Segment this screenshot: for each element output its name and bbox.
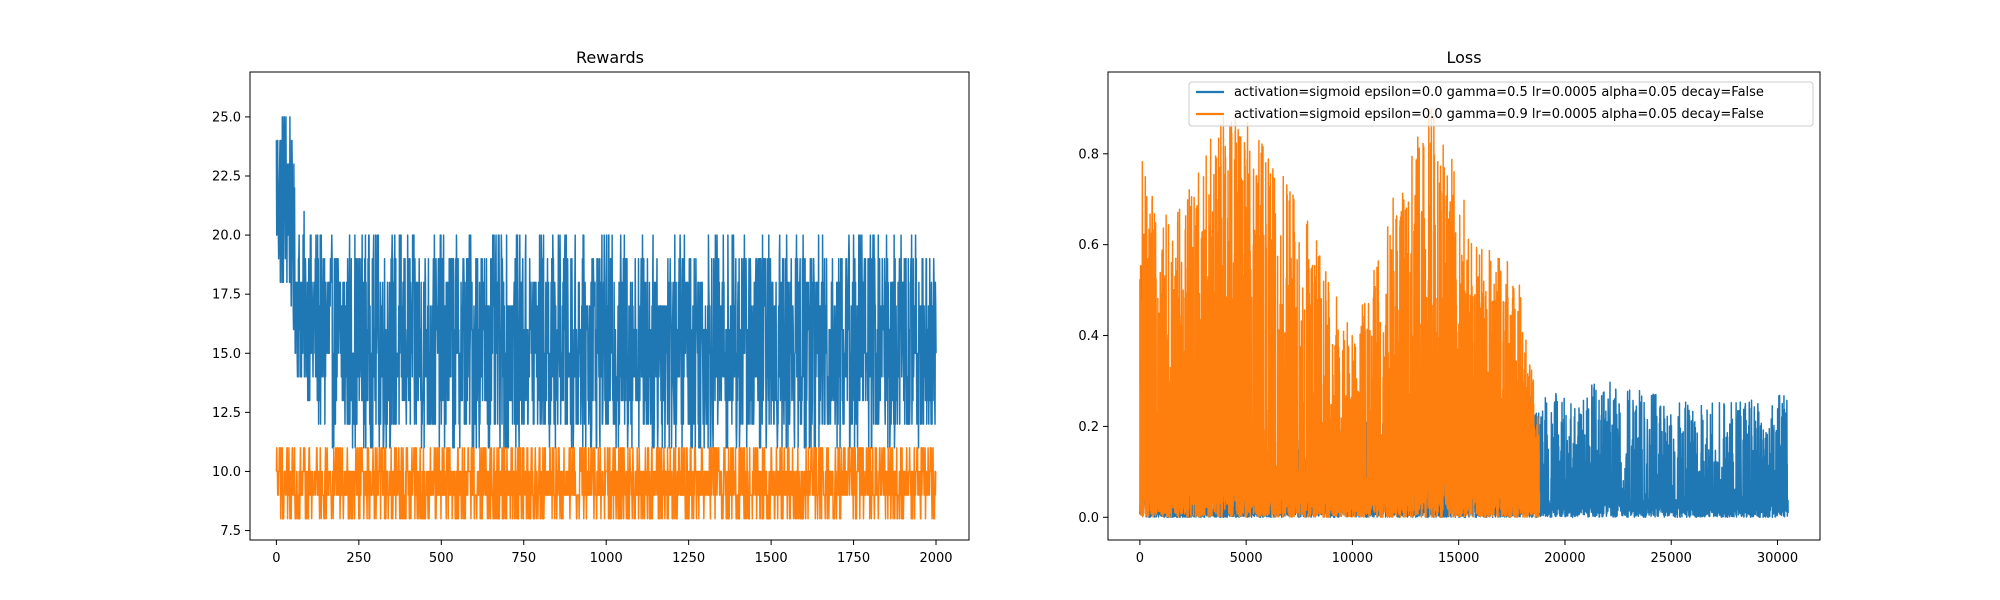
rewards-axes-frame	[249, 71, 970, 541]
y-tick-label: 0.4	[1078, 329, 1099, 344]
x-tick-label: 250	[346, 551, 371, 566]
legend-series-1-label: activation=sigmoid epsilon=0.0 gamma=0.5…	[1234, 85, 1764, 100]
y-tick-label: 0.0	[1078, 511, 1099, 526]
x-tick-label: 750	[511, 551, 536, 566]
loss-ticks: 0 5000 10000 15000 20000 25000 30000 0.0 0.2 0.4 0…	[1078, 147, 1798, 566]
loss-title: Loss	[1446, 48, 1481, 67]
y-tick-label: 15.0	[212, 347, 241, 362]
loss-plot-area	[1139, 107, 1789, 519]
y-tick-label: 25.0	[212, 110, 241, 125]
x-tick-label: 10000	[1332, 551, 1373, 566]
x-tick-label: 0	[1136, 551, 1144, 566]
y-tick-label: 7.5	[220, 524, 241, 539]
x-tick-label: 2000	[919, 551, 952, 566]
x-tick-label: 15000	[1438, 551, 1479, 566]
loss-axes-frame	[1107, 71, 1821, 541]
loss-legend: activation=sigmoid epsilon=0.0 gamma=0.5…	[1188, 81, 1814, 127]
rewards-series-2-line	[275, 447, 937, 520]
rewards-axes: Rewards 0 250 500 750 1000 1250 1500 1750 2000 7.…	[212, 48, 970, 566]
rewards-title: Rewards	[576, 48, 644, 67]
loss-axes: Loss 0 5000 10000 15000 20000 25000 30000 0.0 0.…	[1078, 48, 1821, 566]
x-tick-label: 0	[272, 551, 280, 566]
legend-box	[1188, 81, 1814, 127]
rewards-ticks: 0 250 500 750 1000 1250 1500 1750 2000 7.5 10.0 12.…	[212, 110, 953, 566]
rewards-series-1-line	[275, 116, 937, 449]
rewards-plot-area	[275, 116, 937, 520]
loss-series-2-line	[1139, 107, 1541, 519]
x-tick-label: 1750	[837, 551, 870, 566]
x-tick-label: 25000	[1651, 551, 1692, 566]
x-tick-label: 1000	[590, 551, 623, 566]
x-tick-label: 30000	[1757, 551, 1798, 566]
y-tick-label: 12.5	[212, 406, 241, 421]
y-tick-label: 0.6	[1078, 238, 1099, 253]
y-tick-label: 22.5	[212, 170, 241, 185]
y-tick-label: 20.0	[212, 229, 241, 244]
y-tick-label: 17.5	[212, 288, 241, 303]
x-tick-label: 1500	[755, 551, 788, 566]
legend-series-2-label: activation=sigmoid epsilon=0.0 gamma=0.9…	[1234, 107, 1764, 122]
y-tick-label: 10.0	[212, 465, 241, 480]
x-tick-label: 500	[429, 551, 454, 566]
x-tick-label: 20000	[1544, 551, 1585, 566]
y-tick-label: 0.8	[1078, 147, 1099, 162]
x-tick-label: 5000	[1230, 551, 1263, 566]
y-tick-label: 0.2	[1078, 420, 1099, 435]
x-tick-label: 1250	[672, 551, 705, 566]
